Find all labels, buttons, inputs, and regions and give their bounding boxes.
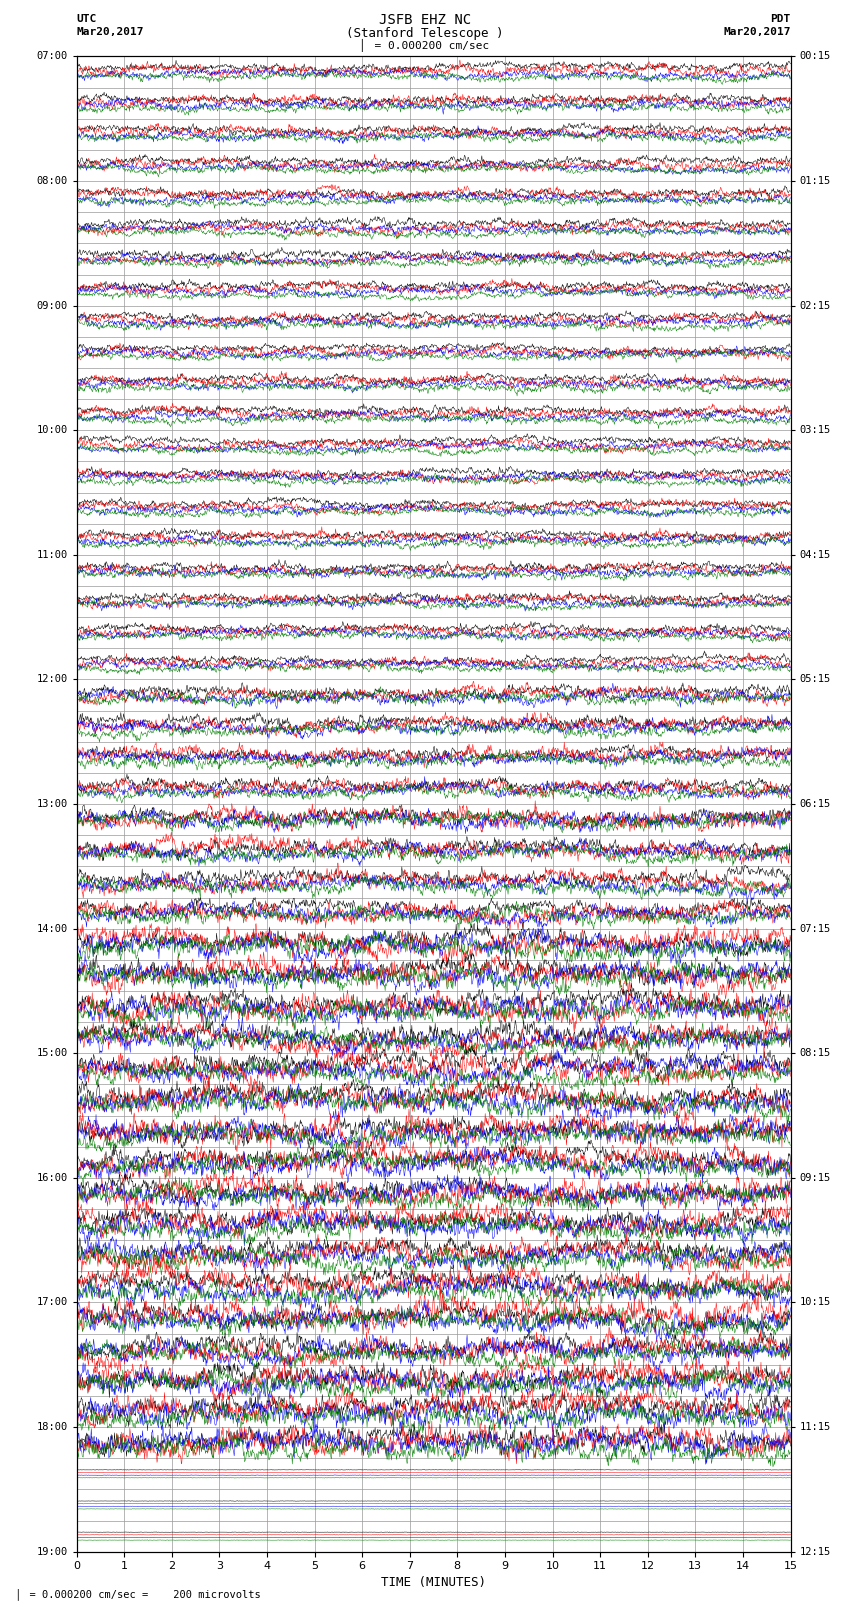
Text: JSFB EHZ NC: JSFB EHZ NC bbox=[379, 13, 471, 27]
Text: Mar20,2017: Mar20,2017 bbox=[723, 27, 791, 37]
Text: ▏ = 0.000200 cm/sec =    200 microvolts: ▏ = 0.000200 cm/sec = 200 microvolts bbox=[17, 1589, 261, 1600]
Text: ▏ = 0.000200 cm/sec: ▏ = 0.000200 cm/sec bbox=[361, 39, 489, 52]
Text: PDT: PDT bbox=[770, 15, 790, 24]
Text: UTC: UTC bbox=[76, 15, 97, 24]
Text: (Stanford Telescope ): (Stanford Telescope ) bbox=[346, 27, 504, 40]
Text: Mar20,2017: Mar20,2017 bbox=[76, 27, 144, 37]
X-axis label: TIME (MINUTES): TIME (MINUTES) bbox=[381, 1576, 486, 1589]
